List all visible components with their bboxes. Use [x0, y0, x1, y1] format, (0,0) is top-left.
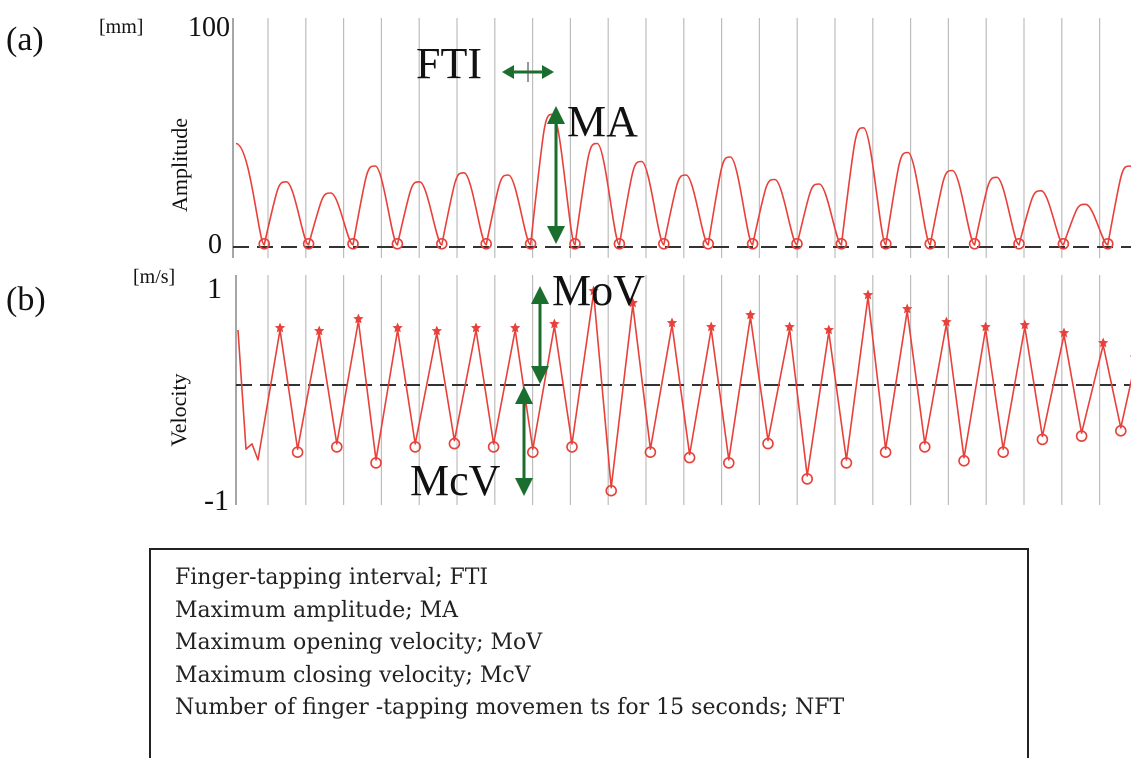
max-velocity-marker — [745, 309, 756, 320]
max-velocity-marker — [980, 321, 991, 332]
min-marker — [924, 238, 937, 250]
max-velocity-marker — [549, 318, 560, 329]
min-marker — [347, 238, 359, 250]
legend-line-mov: Maximum opening velocity; MoV — [175, 630, 543, 655]
min-marker — [435, 238, 448, 250]
min-marker — [569, 238, 581, 250]
ma-arrow-bottom-head — [547, 226, 565, 244]
ma-arrow-top-head — [547, 106, 565, 124]
fti-arrow-right-head — [542, 65, 554, 79]
max-velocity-marker — [941, 316, 952, 327]
fti-arrow-left-head — [502, 65, 514, 79]
max-velocity-marker — [470, 322, 482, 333]
max-velocity-marker — [314, 325, 325, 336]
panel-b-label: (b) — [6, 281, 46, 318]
panel-b-ylabel: Velocity — [166, 373, 191, 446]
panel-a-ytick-zero: 0 — [208, 229, 222, 260]
velocity-line — [237, 292, 1131, 489]
min-marker — [657, 238, 670, 250]
amplitude-line — [235, 113, 1131, 246]
max-velocity-marker — [784, 321, 795, 332]
mov-label: MoV — [552, 266, 645, 315]
max-velocity-marker — [353, 313, 364, 324]
legend-line-ma: Maximum amplitude; MA — [175, 597, 459, 623]
mcv-label: McV — [410, 456, 501, 505]
panel-a-label: (a) — [6, 21, 44, 58]
max-velocity-marker — [274, 322, 286, 333]
panel-b-unit: [m/s] — [133, 266, 175, 288]
max-velocity-marker — [823, 324, 834, 335]
min-marker — [391, 238, 404, 250]
min-marker — [968, 238, 981, 250]
ma-label: MA — [567, 97, 638, 146]
panel-b-series — [237, 285, 1131, 497]
panel-a-unit: [mm] — [99, 16, 143, 38]
max-velocity-marker — [588, 285, 599, 296]
finger-tapping-chart: (a) [mm] 100 0 Amplitude FTI MA (b) [m/s… — [6, 12, 1131, 517]
panel-b-annotations: MoV McV — [410, 266, 645, 505]
min-marker — [302, 238, 315, 250]
max-velocity-marker — [1058, 327, 1070, 338]
max-velocity-marker — [666, 317, 678, 328]
min-marker — [258, 238, 271, 250]
panel-a-ylabel: Amplitude — [167, 118, 192, 212]
min-marker — [879, 238, 892, 250]
mov-arrow-top-head — [531, 286, 549, 304]
max-velocity-marker — [431, 325, 442, 336]
max-velocity-marker — [1019, 319, 1030, 330]
max-velocity-marker — [862, 289, 874, 300]
max-velocity-marker — [1098, 337, 1109, 348]
panel-a: (a) [mm] 100 0 Amplitude FTI MA — [6, 12, 1131, 260]
min-marker — [1057, 238, 1070, 250]
max-velocity-marker — [627, 297, 638, 308]
legend-line-fti: Finger-tapping interval; FTI — [175, 565, 489, 590]
panel-a-series — [235, 113, 1131, 250]
min-marker — [613, 238, 626, 250]
panel-a-grid — [232, 18, 1101, 258]
mcv-arrow-top-head — [515, 386, 533, 404]
panel-b-ytick-min: -1 — [204, 484, 229, 517]
fti-label: FTI — [416, 39, 482, 88]
max-velocity-marker — [706, 321, 717, 332]
panel-a-ytick-max: 100 — [188, 12, 230, 43]
mcv-arrow-bottom-head — [515, 478, 533, 496]
min-marker — [1102, 238, 1114, 250]
panel-a-annotations: FTI MA — [416, 39, 638, 244]
max-velocity-marker — [510, 322, 521, 333]
legend-line-mcv: Maximum closing velocity; McV — [175, 662, 531, 688]
max-velocity-marker — [392, 322, 403, 333]
min-marker — [746, 238, 759, 250]
min-marker — [791, 238, 803, 250]
legend-line-nft: Number of finger -tapping movemen ts for… — [175, 695, 845, 720]
panel-b-grid — [235, 275, 1101, 505]
panel-b: (b) [m/s] 1 -1 Velocity MoV McV — [6, 266, 1131, 517]
min-marker — [702, 238, 715, 250]
panel-b-ytick-max: 1 — [207, 272, 222, 305]
min-marker — [1013, 238, 1025, 250]
mov-arrow-bottom-head — [531, 366, 549, 384]
max-velocity-marker — [902, 303, 913, 314]
legend-box: Finger-tapping interval; FTI Maximum amp… — [149, 548, 1029, 758]
min-marker — [480, 238, 493, 250]
